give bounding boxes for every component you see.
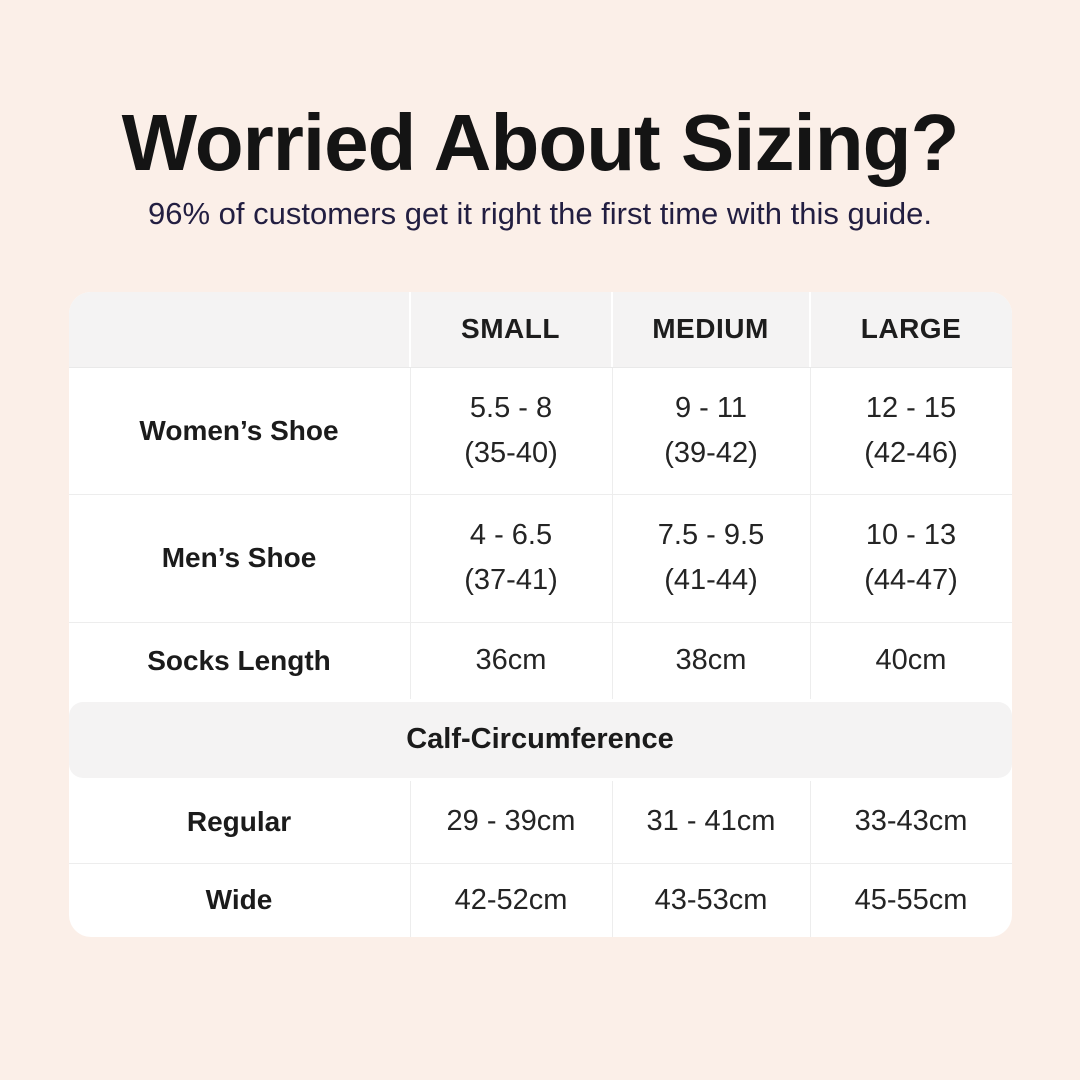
size-range-eu: (37-41)	[464, 564, 558, 597]
row-label-mens-shoe: Men’s Shoe	[69, 494, 411, 622]
table-header-row: SMALL MEDIUM LARGE	[68, 291, 1012, 368]
wide-small-cell: 42-52cm	[411, 863, 613, 937]
table-row-socks-length: Socks Length 36cm 38cm 40cm	[69, 622, 1012, 699]
regular-large-cell: 33-43cm	[811, 781, 1012, 863]
table-row-calf-wide: Wide 42-52cm 43-53cm 45-55cm	[69, 863, 1012, 937]
socks-length-value: 40cm	[875, 644, 947, 677]
sizing-table: SMALL MEDIUM LARGE Women’s Shoe 5.5 - 8 …	[68, 291, 1012, 937]
corner-empty-cell	[69, 291, 411, 367]
mens-small-cell: 4 - 6.5 (37-41)	[411, 494, 613, 622]
column-header-medium: MEDIUM	[613, 291, 811, 367]
mens-medium-cell: 7.5 - 9.5 (41-44)	[613, 494, 811, 622]
socks-length-value: 38cm	[675, 644, 747, 677]
womens-small-cell: 5.5 - 8 (35-40)	[411, 367, 613, 494]
regular-medium-cell: 31 - 41cm	[613, 780, 811, 863]
calf-range-value: 45-55cm	[854, 883, 968, 916]
calf-range-value: 42-52cm	[454, 883, 568, 916]
socks-large-cell: 40cm	[811, 623, 1012, 699]
size-range-eu: (35-40)	[464, 436, 558, 469]
size-range-us: 10 - 13	[865, 519, 957, 552]
calf-range-value: 29 - 39cm	[446, 805, 576, 838]
calf-range-value: 43-53cm	[654, 883, 768, 916]
size-range-eu: (41-44)	[664, 564, 758, 597]
page-subtitle: 96% of customers get it right the first …	[148, 195, 932, 231]
section-header-calf-circumference: Calf-Circumference	[68, 701, 1012, 778]
womens-medium-cell: 9 - 11 (39-42)	[613, 367, 811, 494]
row-label-womens-shoe: Women’s Shoe	[69, 367, 411, 494]
table-row-womens-shoe: Women’s Shoe 5.5 - 8 (35-40) 9 - 11 (39-…	[68, 367, 1012, 495]
row-label-wide: Wide	[69, 863, 411, 937]
socks-medium-cell: 38cm	[613, 622, 811, 699]
page-title: Worried About Sizing?	[121, 98, 960, 187]
socks-small-cell: 36cm	[411, 622, 613, 699]
womens-large-cell: 12 - 15 (42-46)	[811, 368, 1012, 494]
row-label-regular: Regular	[69, 780, 411, 863]
socks-length-value: 36cm	[475, 644, 547, 677]
calf-range-value: 33-43cm	[854, 805, 968, 838]
row-label-socks-length: Socks Length	[69, 622, 411, 699]
size-range-eu: (39-42)	[664, 436, 758, 469]
column-header-large: LARGE	[860, 313, 962, 345]
size-range-eu: (44-47)	[864, 564, 958, 597]
table-row-mens-shoe: Men’s Shoe 4 - 6.5 (37-41) 7.5 - 9.5 (41…	[68, 494, 1012, 623]
regular-small-cell: 29 - 39cm	[411, 780, 613, 863]
size-range-us: 4 - 6.5	[469, 519, 553, 552]
column-header-small: SMALL	[411, 291, 613, 367]
wide-large-cell: 45-55cm	[811, 864, 1012, 937]
size-range-us: 12 - 15	[865, 391, 957, 424]
wide-medium-cell: 43-53cm	[613, 863, 811, 937]
size-range-us: 9 - 11	[674, 391, 747, 424]
size-range-eu: (42-46)	[864, 436, 958, 469]
calf-range-value: 31 - 41cm	[646, 805, 776, 838]
mens-large-cell: 10 - 13 (44-47)	[811, 495, 1012, 622]
table-row-calf-regular: Regular 29 - 39cm 31 - 41cm 33-43cm	[68, 780, 1012, 864]
size-range-us: 7.5 - 9.5	[657, 519, 765, 552]
size-range-us: 5.5 - 8	[469, 391, 553, 424]
